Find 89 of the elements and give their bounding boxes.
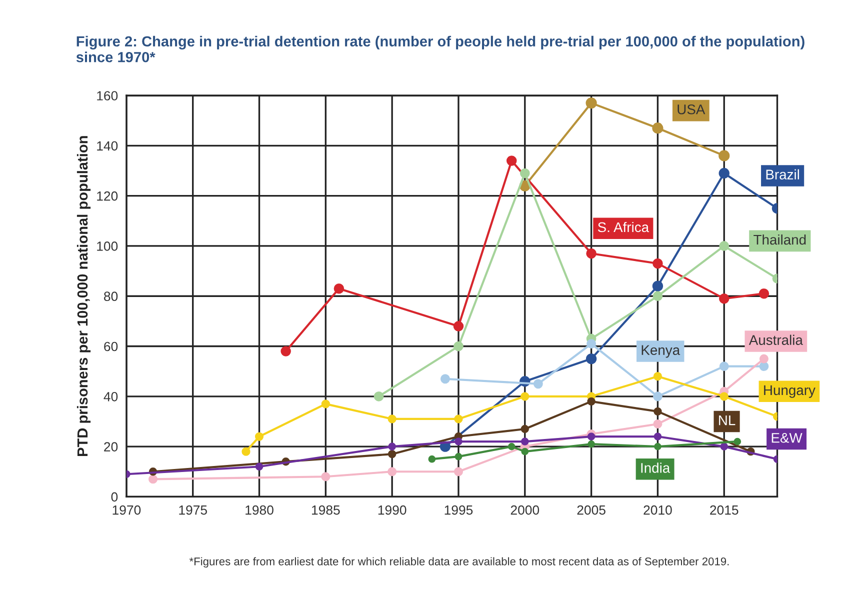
- point: [520, 392, 530, 401]
- point: [454, 341, 464, 352]
- series-label: India: [641, 462, 670, 473]
- x-tick-label: 1980: [246, 505, 274, 515]
- x-tick-label: 1970: [112, 505, 141, 515]
- text: *Figures are from earliest date for which reliable data are available to most recent data as of September 2019.: [189, 557, 729, 568]
- series-label: Kenya: [642, 345, 680, 358]
- point: [521, 438, 529, 446]
- point: [440, 374, 450, 384]
- series-label: Thailand: [754, 234, 806, 245]
- x-tick-label: 1985: [312, 505, 340, 515]
- point: [720, 442, 728, 450]
- point: [586, 339, 596, 348]
- point: [374, 391, 384, 402]
- point: [388, 450, 396, 458]
- point: [654, 442, 662, 450]
- series-label: NL: [719, 416, 736, 426]
- series-label: Brazil: [766, 169, 799, 180]
- y-tick-label: 100: [97, 242, 118, 251]
- point: [533, 379, 543, 389]
- point: [454, 414, 463, 424]
- chart-title: Figure 2: Change in pre-trial detention rate (number of people held pre-trial per 100,000 of the population) since 1970*: [76, 36, 804, 62]
- y-tick-label: 20: [104, 442, 118, 452]
- point: [586, 248, 596, 259]
- point: [454, 438, 462, 446]
- x-tick-label: 1995: [444, 505, 473, 515]
- point: [759, 354, 768, 364]
- point: [520, 168, 530, 178]
- point: [428, 455, 436, 463]
- y-tick-label: 80: [104, 292, 118, 302]
- point: [652, 122, 664, 134]
- point: [520, 424, 529, 434]
- point: [718, 293, 730, 304]
- point: [280, 346, 291, 356]
- x-tick-label: 2015: [710, 505, 738, 515]
- point: [720, 392, 728, 401]
- point: [506, 156, 517, 166]
- point: [718, 150, 730, 162]
- point: [719, 362, 729, 372]
- y-tick-label: 60: [104, 342, 118, 352]
- point: [586, 353, 597, 364]
- point: [653, 419, 662, 429]
- point: [652, 392, 662, 402]
- point: [759, 362, 769, 372]
- point: [454, 452, 462, 460]
- x-tick-label: 1975: [179, 505, 207, 515]
- series-label: Hungary: [764, 385, 816, 398]
- y-tick-label: 160: [97, 91, 118, 100]
- point: [388, 414, 396, 424]
- point: [242, 447, 250, 456]
- point: [321, 472, 330, 482]
- series-label: E&W: [772, 433, 802, 443]
- point: [388, 442, 396, 450]
- point: [652, 291, 663, 302]
- y-axis-title: PTD prisoners per 100,000 national population: [76, 136, 91, 456]
- point: [148, 474, 158, 484]
- point: [654, 407, 662, 416]
- x-tick-label: 2005: [577, 505, 606, 515]
- y-tick-label: 0: [111, 492, 118, 502]
- point: [254, 432, 264, 441]
- point: [453, 321, 464, 332]
- point: [587, 397, 596, 406]
- point: [653, 372, 662, 381]
- y-tick-label: 120: [97, 191, 118, 201]
- point: [718, 168, 730, 179]
- point: [758, 288, 770, 299]
- point: [508, 442, 516, 450]
- x-tick-label: 2010: [644, 505, 672, 515]
- point: [588, 440, 595, 448]
- point: [454, 467, 464, 476]
- point: [334, 283, 344, 294]
- series-label: S. Africa: [598, 222, 650, 232]
- point: [652, 280, 664, 292]
- point: [255, 462, 264, 471]
- series-label: Australia: [748, 334, 803, 345]
- point: [521, 448, 529, 456]
- point: [586, 97, 597, 109]
- y-tick-label: 140: [97, 141, 118, 151]
- point: [321, 400, 330, 408]
- series-label: USA: [678, 104, 706, 114]
- point: [587, 432, 596, 440]
- point: [654, 432, 662, 440]
- point: [734, 438, 742, 446]
- point: [719, 241, 730, 251]
- x-tick-label: 1990: [378, 505, 406, 515]
- y-tick-label: 40: [104, 392, 118, 402]
- x-tick-label: 2000: [510, 505, 540, 515]
- point: [388, 467, 397, 476]
- point: [652, 258, 663, 269]
